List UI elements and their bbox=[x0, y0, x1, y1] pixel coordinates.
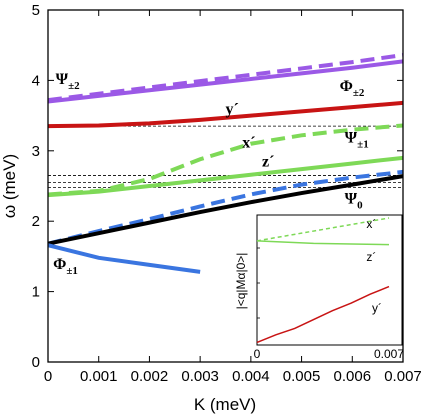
x-tick-label-6: 0.006 bbox=[334, 368, 372, 385]
annotation-7: Φ±1 bbox=[53, 256, 78, 277]
axis-layer: 0 0.001 0.002 0.003 0.004 0.005 0.006 0.0070123… bbox=[32, 2, 422, 385]
x-tick-label-1: 0.001 bbox=[80, 368, 118, 385]
inset-series-label-0: x´ bbox=[366, 217, 376, 231]
inset-y-axis-title: |<q|Mα|0>| bbox=[234, 253, 248, 310]
annotation-3: x´ bbox=[242, 134, 255, 151]
y-tick-label-5: 5 bbox=[32, 2, 40, 19]
inset-plot-layer: x´ z´ y´ bbox=[256, 217, 390, 344]
series-line-3 bbox=[47, 123, 404, 197]
inset-x-tick-end: 0.007 bbox=[374, 347, 404, 361]
y-tick-label-2: 2 bbox=[32, 213, 40, 230]
plot-frame bbox=[47, 9, 404, 363]
series-line-6 bbox=[47, 174, 404, 246]
y-tick-label-3: 3 bbox=[32, 143, 40, 160]
x-tick-label-7: 0.007 bbox=[384, 368, 422, 385]
inset-chart: x´ z´ y´ |<q|Mα|0>| 0 0.007 bbox=[234, 214, 404, 361]
y-tick-label-1: 1 bbox=[32, 284, 40, 301]
y-tick-label-4: 4 bbox=[32, 72, 40, 89]
inset-x-tick-start: 0 bbox=[254, 347, 261, 361]
series-line-4 bbox=[47, 155, 404, 198]
x-tick-label-0: 0 bbox=[44, 368, 52, 385]
series-line-0 bbox=[47, 59, 404, 104]
x-axis-title: K (meV) bbox=[194, 395, 256, 414]
inset-series-line-1 bbox=[256, 240, 390, 246]
inset-series-line-2 bbox=[256, 285, 390, 344]
x-tick-label-3: 0.003 bbox=[181, 368, 219, 385]
series-line-5 bbox=[47, 169, 404, 246]
annotation-2: Φ±2 bbox=[340, 78, 365, 99]
inset-series-label-2: y´ bbox=[372, 301, 382, 315]
annotation-6: Ψ0 bbox=[345, 191, 363, 212]
inset-series-line-0 bbox=[256, 217, 390, 242]
annotation-4: Ψ±1 bbox=[345, 129, 369, 150]
annotation-1: y´ bbox=[226, 101, 239, 118]
inset-series-label-1: z´ bbox=[366, 250, 376, 264]
series-line-1 bbox=[47, 53, 404, 103]
y-axis-title: ω (meV) bbox=[0, 154, 19, 218]
annotation-5: z´ bbox=[262, 153, 274, 170]
x-tick-label-5: 0.005 bbox=[283, 368, 321, 385]
x-tick-label-4: 0.004 bbox=[232, 368, 270, 385]
x-tick-label-2: 0.002 bbox=[131, 368, 169, 385]
y-tick-label-0: 0 bbox=[32, 354, 40, 371]
series-line-2 bbox=[47, 100, 404, 129]
annotation-0: Ψ±2 bbox=[56, 71, 81, 92]
annotation-layer: Ψ±2 y´ Φ±2 x´ Ψ±1 z´ Ψ0 Φ±1 bbox=[53, 71, 369, 277]
inset-frame bbox=[256, 214, 403, 346]
